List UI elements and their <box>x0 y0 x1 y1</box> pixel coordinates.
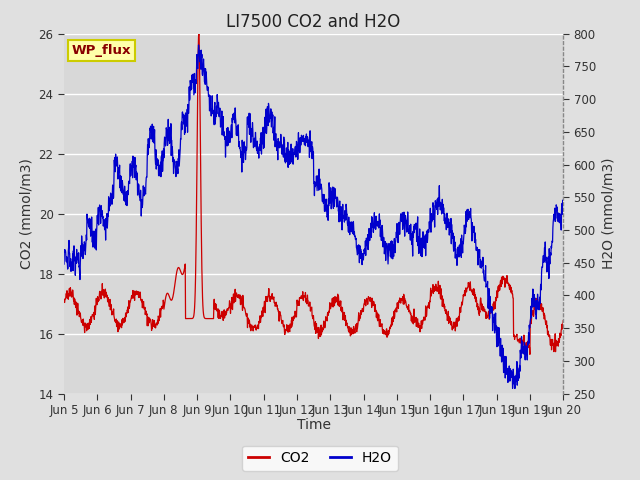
Y-axis label: H2O (mmol/m3): H2O (mmol/m3) <box>602 158 616 269</box>
Text: WP_flux: WP_flux <box>72 44 131 58</box>
Y-axis label: CO2 (mmol/m3): CO2 (mmol/m3) <box>19 158 33 269</box>
Legend: CO2, H2O: CO2, H2O <box>243 445 397 471</box>
Title: LI7500 CO2 and H2O: LI7500 CO2 and H2O <box>227 12 401 31</box>
X-axis label: Time: Time <box>296 419 331 432</box>
